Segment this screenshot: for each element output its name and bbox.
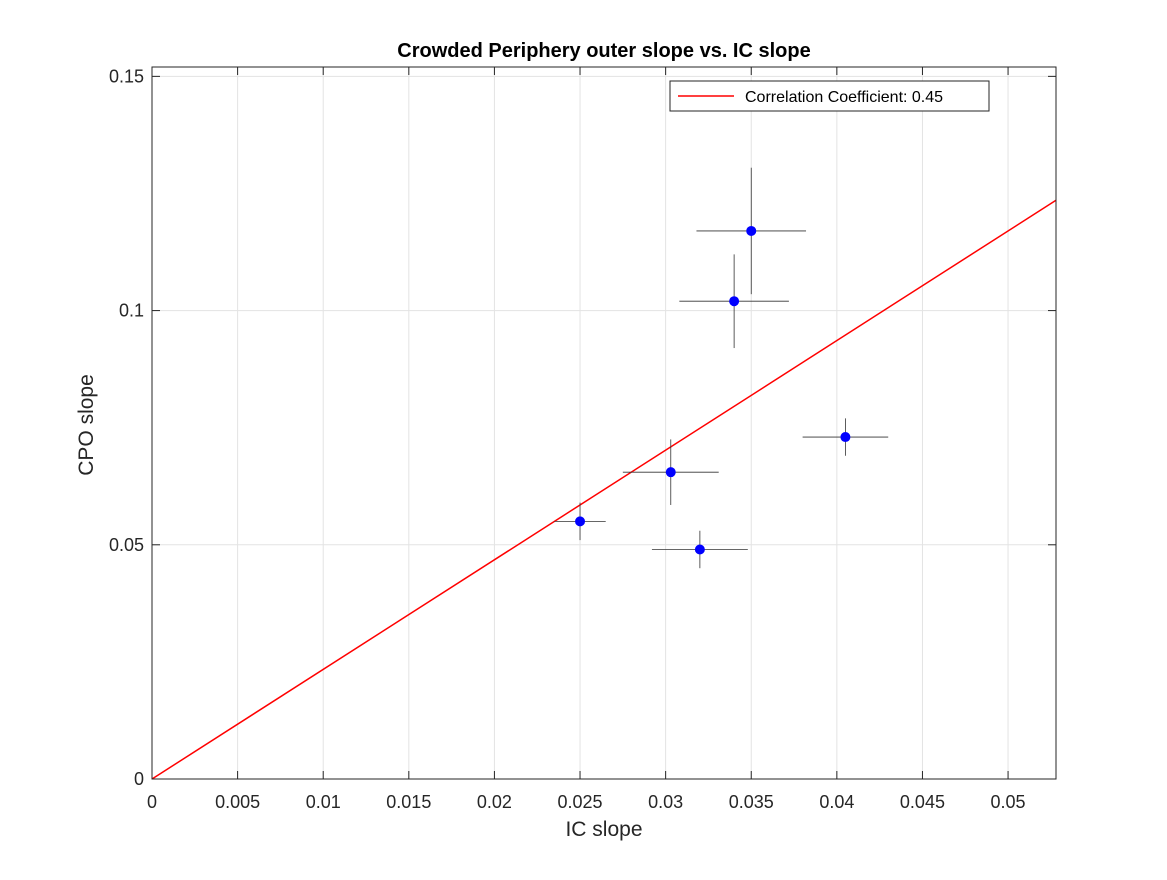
x-tick-label: 0.02 — [477, 792, 512, 812]
x-tick-label: 0.01 — [306, 792, 341, 812]
y-tick-label: 0.15 — [109, 66, 144, 86]
y-tick-label: 0.1 — [119, 301, 144, 321]
point-layer — [575, 225, 851, 555]
data-point — [694, 544, 705, 555]
tick-layer: 0 0.005 0.01 0.015 0.02 0.025 0.03 0.035 0.04 0.0… — [109, 66, 1056, 812]
legend-entry-label: Correlation Coefficient: 0.45 — [745, 89, 943, 106]
x-tick-label: 0.025 — [558, 792, 603, 812]
fit-line-layer — [151, 199, 1057, 780]
x-tick-label: 0.015 — [386, 792, 431, 812]
x-axis-label: IC slope — [565, 818, 642, 841]
legend: Correlation Coefficient: 0.45 — [669, 80, 990, 112]
x-tick-label: 0.035 — [729, 792, 774, 812]
data-point — [665, 467, 676, 478]
x-tick-label: 0.03 — [648, 792, 683, 812]
x-tick-label: 0.045 — [900, 792, 945, 812]
axes-box — [151, 66, 1057, 780]
fit-line — [151, 199, 1057, 780]
data-point — [746, 225, 757, 236]
x-tick-label: 0.005 — [215, 792, 260, 812]
data-point — [840, 432, 851, 443]
y-tick-label: 0.05 — [109, 535, 144, 555]
y-tick-label: 0 — [134, 769, 144, 789]
x-tick-label: 0.05 — [991, 792, 1026, 812]
chart-title: Crowded Periphery outer slope vs. IC slo… — [397, 40, 810, 62]
x-tick-label: 0.04 — [819, 792, 854, 812]
y-axis-label: CPO slope — [75, 374, 98, 476]
x-tick-label: 0 — [147, 792, 157, 812]
data-point — [575, 516, 586, 527]
data-point — [729, 296, 740, 307]
